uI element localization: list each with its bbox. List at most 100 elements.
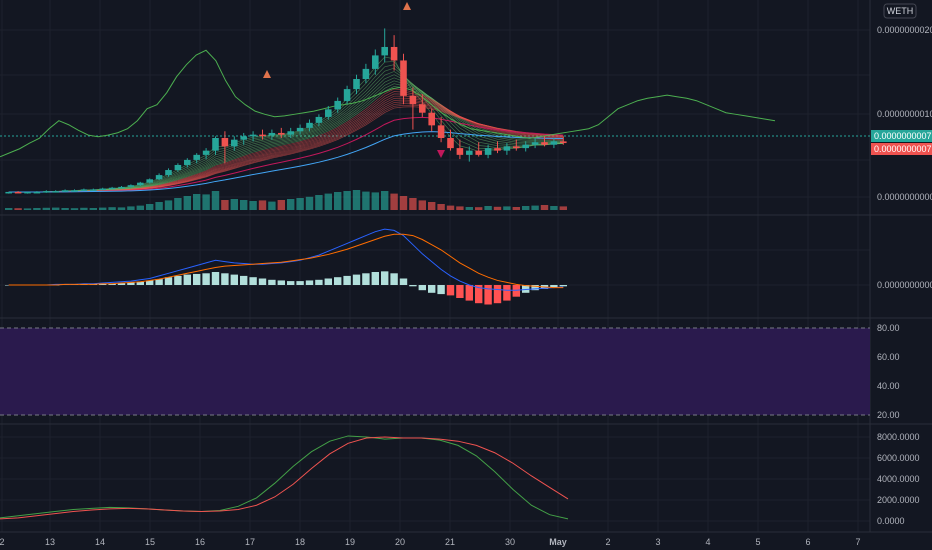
time-axis-label: 6 xyxy=(805,537,810,547)
volume-bar xyxy=(23,208,32,210)
macd-axis[interactable]: 0.0000000000 xyxy=(877,280,932,290)
candle-body[interactable] xyxy=(447,138,454,149)
candle-body[interactable] xyxy=(33,191,41,194)
candle-body[interactable] xyxy=(278,132,285,135)
time-axis-label: 20 xyxy=(395,537,405,547)
candle-body[interactable] xyxy=(137,182,144,186)
candle-body[interactable] xyxy=(362,68,370,79)
candle-body[interactable] xyxy=(541,142,548,145)
candle-body[interactable] xyxy=(240,136,247,140)
candle-body[interactable] xyxy=(560,141,567,144)
candle-body[interactable] xyxy=(484,148,492,155)
candle-body[interactable] xyxy=(409,95,417,105)
candle-body[interactable] xyxy=(118,186,125,189)
candle-body[interactable] xyxy=(108,187,116,190)
candle-body[interactable] xyxy=(155,175,163,180)
candle-body[interactable] xyxy=(315,116,323,123)
stochastic-panel[interactable] xyxy=(0,435,569,520)
macd-histogram-bar xyxy=(428,285,436,293)
macd-histogram-bar xyxy=(371,272,379,285)
volume-bar xyxy=(42,207,50,210)
rsi-axis-label: 80.00 xyxy=(877,323,900,333)
candle-body[interactable] xyxy=(61,190,69,192)
candle-body[interactable] xyxy=(212,138,219,151)
candle-body[interactable] xyxy=(381,46,388,56)
volume-bar xyxy=(409,198,417,210)
candle-body[interactable] xyxy=(43,191,50,193)
volume-bar xyxy=(136,205,144,210)
macd-histogram-bar xyxy=(465,285,473,301)
candle-body[interactable] xyxy=(428,112,435,126)
candle-body[interactable] xyxy=(127,185,135,187)
candle-body[interactable] xyxy=(390,46,398,61)
candle-body[interactable] xyxy=(80,189,88,191)
candle-body[interactable] xyxy=(531,142,539,145)
candle-body[interactable] xyxy=(419,104,426,113)
time-axis[interactable]: 2 13 14 15 16 17 18 19 20 21 30 May 2 3 4 5 6 7 xyxy=(0,537,861,547)
candle-body[interactable] xyxy=(456,148,464,155)
macd-histogram-bar xyxy=(484,285,492,305)
price-panel[interactable] xyxy=(0,28,776,210)
volume-bar xyxy=(334,192,342,210)
volume-bar xyxy=(315,195,323,210)
volume-bar xyxy=(117,207,126,210)
candle-body[interactable] xyxy=(287,131,294,135)
candle-body[interactable] xyxy=(146,179,153,183)
candle-body[interactable] xyxy=(52,191,59,193)
symbol-badge[interactable]: WETH xyxy=(883,3,917,19)
candle-body[interactable] xyxy=(24,191,31,194)
leading-span-line xyxy=(0,49,776,158)
candle-body[interactable] xyxy=(437,125,445,138)
candle-body[interactable] xyxy=(221,138,229,147)
candle-body[interactable] xyxy=(249,134,257,137)
macd-histogram-bar xyxy=(409,285,417,287)
macd-histogram-bar xyxy=(249,277,257,285)
candle-body[interactable] xyxy=(513,146,520,149)
candle-body[interactable] xyxy=(165,170,172,176)
candle-body[interactable] xyxy=(231,139,238,147)
volume-bar xyxy=(174,198,182,210)
candle-body[interactable] xyxy=(193,154,200,160)
rsi-axis[interactable]: 80.00 60.00 40.00 20.00 xyxy=(877,323,900,420)
price-axis[interactable]: 0.0000000020 0.0000000010 0.0000000000 xyxy=(877,25,932,202)
stochastic-axis[interactable]: 8000.0000 6000.0000 4000.0000 2000.0000 0.00… xyxy=(877,432,920,526)
candle-body[interactable] xyxy=(71,190,78,192)
candle-body[interactable] xyxy=(99,188,106,191)
candle-body[interactable] xyxy=(334,100,341,110)
macd-histogram-bar xyxy=(305,280,314,285)
candle-body[interactable] xyxy=(353,79,360,90)
macd-histogram-bar xyxy=(390,273,398,285)
volume-bar xyxy=(352,190,361,210)
candle-body[interactable] xyxy=(5,191,12,194)
volume-bar xyxy=(550,206,558,210)
volume-bar xyxy=(5,208,13,210)
candle-body[interactable] xyxy=(202,150,210,155)
candle-body[interactable] xyxy=(400,60,407,96)
candle-body[interactable] xyxy=(306,122,313,128)
candle-body[interactable] xyxy=(494,148,501,151)
candle-body[interactable] xyxy=(325,109,332,117)
macd-histogram-bar xyxy=(456,285,464,298)
candle-body[interactable] xyxy=(90,189,97,191)
candle-body[interactable] xyxy=(14,191,22,194)
macd-panel[interactable] xyxy=(5,228,567,305)
candle-body[interactable] xyxy=(174,164,182,171)
macd-histogram-bar xyxy=(268,279,276,285)
macd-histogram-bar xyxy=(136,281,144,285)
candle-body[interactable] xyxy=(550,141,558,145)
candle-body[interactable] xyxy=(522,144,529,149)
candle-body[interactable] xyxy=(475,150,482,155)
candle-body[interactable] xyxy=(259,134,266,137)
candle-body[interactable] xyxy=(372,55,379,69)
volume-bar xyxy=(343,191,351,210)
volume-bar xyxy=(33,208,41,210)
macd-histogram-bar xyxy=(117,283,126,285)
candle-body[interactable] xyxy=(268,132,276,136)
candle-body[interactable] xyxy=(296,127,304,132)
candle-body[interactable] xyxy=(503,146,511,151)
candle-body[interactable] xyxy=(343,89,351,101)
candle-body[interactable] xyxy=(184,159,191,165)
macd-histogram-bar xyxy=(258,278,267,285)
candle-body[interactable] xyxy=(466,150,473,155)
